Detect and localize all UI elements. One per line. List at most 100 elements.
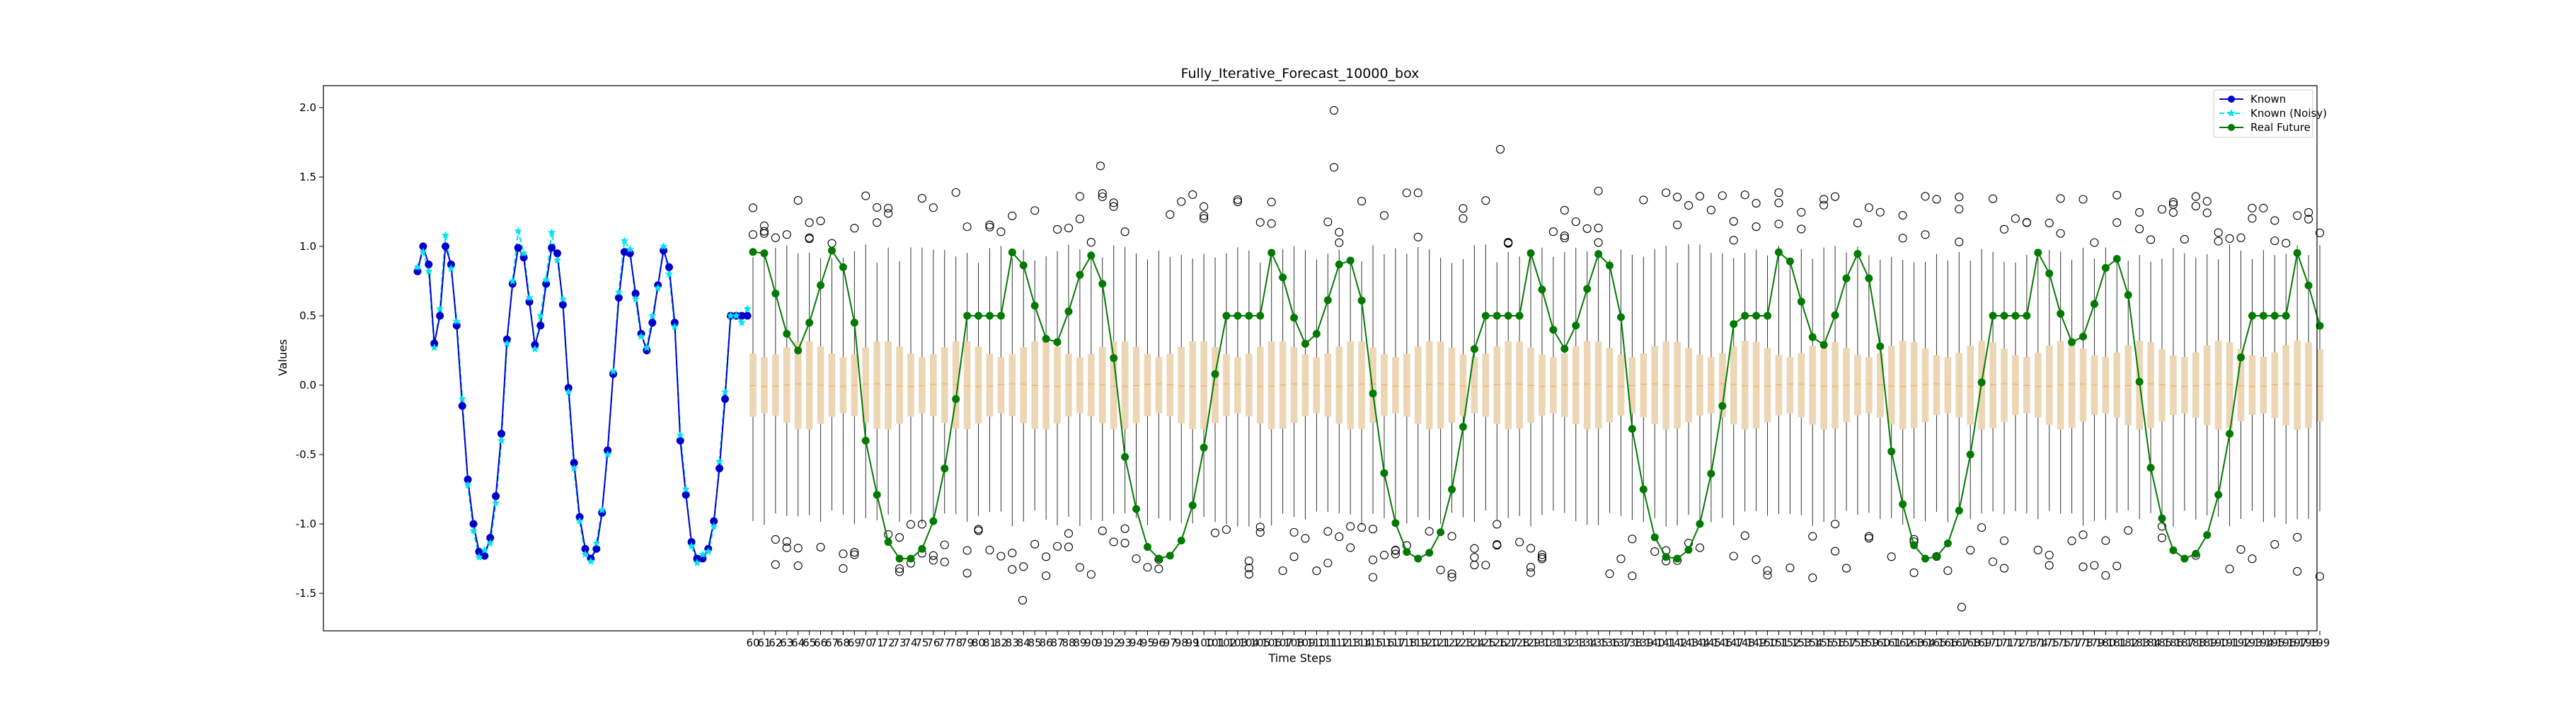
x-tick-label: 112: [1329, 636, 1350, 649]
real-future-point: [1977, 378, 1986, 387]
box-outlier: [1166, 210, 1175, 219]
box-iqr: [1583, 341, 1591, 430]
box-outlier: [962, 569, 972, 578]
known-noisy-point: [564, 387, 573, 396]
box-outlier: [1989, 557, 1998, 566]
real-future-point: [1222, 312, 1231, 320]
box-iqr: [1166, 353, 1174, 417]
known-noisy-point: [497, 436, 506, 445]
x-tick-label: 65: [803, 636, 816, 649]
box-outlier: [1329, 163, 1339, 172]
x-tick-label: 120: [1419, 636, 1439, 649]
box-outlier: [1018, 595, 1028, 605]
box-outlier: [1740, 190, 1749, 200]
known-noisy-point: [491, 498, 500, 507]
box-outlier: [1729, 552, 1738, 561]
box-outlier: [1368, 573, 1378, 582]
real-future-point: [1064, 307, 1073, 316]
known-noisy-point: [452, 316, 461, 325]
box-iqr: [1324, 353, 1332, 417]
box-outlier: [1560, 234, 1569, 243]
box-outlier: [2124, 526, 2133, 535]
box-iqr: [2248, 355, 2256, 415]
box-iqr: [1020, 347, 1028, 423]
x-tick-label: 159: [1859, 636, 1880, 649]
box-iqr: [772, 354, 779, 416]
box-iqr: [1865, 357, 1873, 413]
box-outlier: [1594, 223, 1603, 233]
x-tick-label: 74: [904, 636, 917, 649]
box-iqr: [1955, 353, 1963, 418]
box-outlier: [2045, 561, 2054, 570]
real-future-point: [2146, 464, 2155, 472]
box-outlier: [884, 209, 893, 218]
box-outlier: [1864, 532, 1873, 541]
box-outlier: [1729, 217, 1738, 226]
real-future-point: [2304, 281, 2313, 290]
box-iqr: [896, 346, 903, 424]
box-iqr: [1246, 353, 1253, 417]
box-outlier: [985, 545, 994, 554]
box-iqr: [986, 353, 994, 417]
x-tick-label: 154: [1802, 636, 1823, 649]
box-outlier: [1244, 570, 1253, 579]
box-outlier: [1075, 192, 1084, 201]
x-tick-label: 166: [1938, 636, 1958, 649]
box-outlier: [1875, 207, 1885, 217]
box-outlier: [1086, 570, 1096, 579]
y-axis: -1.5 -1.0 -0.5 0.0 0.5 1.0 1.5 2.0: [296, 101, 323, 600]
known-noisy-point: [726, 312, 735, 319]
box-outlier: [1008, 565, 1017, 574]
x-tick-label: 124: [1464, 636, 1485, 649]
box-outlier: [1841, 564, 1851, 573]
box-outlier: [1639, 195, 1648, 205]
box-outlier: [1650, 547, 1660, 556]
real-future-point: [1042, 335, 1050, 343]
box-iqr: [2192, 352, 2200, 418]
box-outlier: [2045, 550, 2054, 560]
box-outlier: [1662, 188, 1671, 198]
box-outlier: [1571, 217, 1580, 227]
real-future-point: [839, 263, 847, 271]
real-future-point: [794, 346, 803, 355]
real-future-point: [1718, 401, 1727, 410]
box-outlier: [1335, 238, 1344, 247]
box-outlier: [2056, 229, 2065, 238]
box-outlier: [748, 203, 758, 212]
x-tick-label: 113: [1340, 636, 1361, 649]
x-tick-label: 127: [1498, 636, 1519, 649]
known-noisy-point: [514, 227, 522, 235]
box-outlier: [1278, 566, 1287, 576]
box-outlier: [1030, 539, 1040, 549]
x-tick-label: 195: [2265, 636, 2285, 649]
x-tick-label: 139: [1633, 636, 1654, 649]
x-tick-label: 193: [2242, 636, 2262, 649]
box-outlier: [1628, 571, 1637, 581]
box-outlier: [1459, 204, 1468, 213]
real-future-point: [1730, 320, 1738, 329]
real-future-point: [996, 312, 1005, 320]
box-outlier: [2101, 536, 2110, 545]
x-tick-label: 75: [915, 636, 928, 649]
x-tick-label: 130: [1532, 636, 1553, 649]
real-future-point: [1493, 312, 1501, 320]
box-iqr: [907, 353, 914, 417]
box-outlier: [2202, 197, 2212, 206]
real-future-point: [1932, 552, 1940, 561]
box-iqr: [2226, 342, 2233, 428]
x-tick-label: 115: [1363, 636, 1384, 649]
box-outlier: [1819, 195, 1829, 204]
box-iqr: [1730, 346, 1737, 425]
box-outlier: [1774, 188, 1783, 198]
box-iqr: [1617, 354, 1625, 416]
box-outlier: [1098, 189, 1107, 198]
box-outlier: [2315, 572, 2325, 581]
box-outlier: [1955, 237, 1964, 246]
box-outlier: [1346, 522, 1355, 531]
box-outlier: [1120, 538, 1129, 548]
box-outlier: [1470, 552, 1479, 562]
real-future-point: [1234, 312, 1242, 320]
box-iqr: [2260, 357, 2267, 413]
x-tick-label: 137: [1611, 636, 1631, 649]
box-iqr: [1482, 353, 1490, 417]
